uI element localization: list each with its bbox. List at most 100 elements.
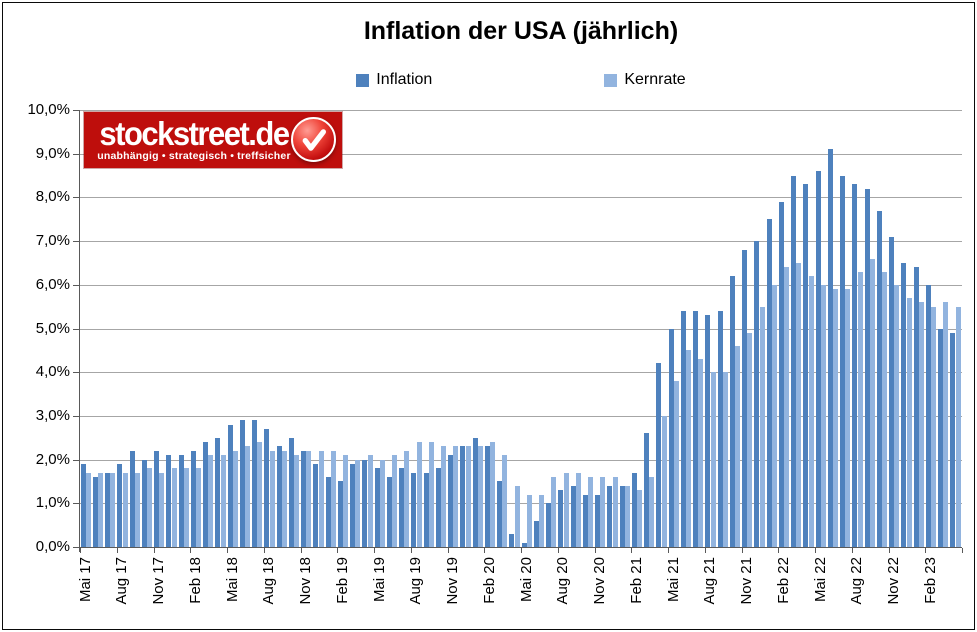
kernrate-bar bbox=[894, 284, 900, 547]
inflation-bar bbox=[399, 468, 405, 547]
kernrate-bar bbox=[661, 415, 667, 547]
kernrate-bar bbox=[281, 450, 287, 547]
kernrate-bar bbox=[379, 459, 385, 547]
y-axis-label: 8,0% bbox=[35, 188, 70, 206]
inflation-bar bbox=[374, 468, 380, 547]
logo-tagline: unabhängig • strategisch • treffsicher bbox=[97, 150, 291, 162]
gridline-9pct bbox=[80, 153, 962, 155]
kernrate-bar bbox=[575, 472, 581, 547]
kernrate-bar bbox=[833, 289, 839, 547]
x-tick bbox=[263, 548, 265, 553]
x-axis-label: Mai 17 bbox=[76, 557, 94, 603]
x-tick bbox=[227, 548, 228, 553]
x-tick bbox=[374, 548, 375, 553]
inflation-bar bbox=[582, 494, 588, 547]
inflation-bar bbox=[154, 450, 160, 547]
kernrate-bar bbox=[392, 455, 398, 547]
kernrate-bar bbox=[857, 271, 863, 547]
logo-brand: stockstreet.de bbox=[99, 114, 290, 153]
x-axis-label: Aug 21 bbox=[701, 557, 719, 605]
kernrate-bar bbox=[147, 468, 153, 547]
inflation-bar bbox=[252, 420, 258, 547]
inflation-bar bbox=[913, 267, 919, 547]
inflation-bar bbox=[80, 463, 86, 547]
x-axis-label: Aug 17 bbox=[113, 557, 131, 605]
kernrate-bar bbox=[343, 455, 349, 547]
kernrate-bar bbox=[722, 372, 728, 547]
gridline-8pct bbox=[80, 197, 962, 199]
kernrate-bar bbox=[171, 468, 177, 547]
kernrate-bar bbox=[245, 446, 251, 547]
kernrate-bar bbox=[612, 477, 618, 547]
kernrate-bar bbox=[698, 359, 704, 547]
checkmark-badge-icon bbox=[291, 117, 336, 162]
x-tick bbox=[116, 548, 118, 553]
chart-title: Inflation der USA (jährlich) bbox=[363, 17, 679, 45]
inflation-bar bbox=[435, 468, 441, 547]
inflation-bar bbox=[386, 477, 392, 547]
inflation-bar bbox=[141, 459, 147, 547]
y-axis-label: 6,0% bbox=[35, 275, 70, 293]
y-axis-label: 7,0% bbox=[35, 232, 70, 250]
x-tick bbox=[631, 548, 633, 553]
x-axis-label: Aug 22 bbox=[848, 557, 866, 605]
kernrate-bar bbox=[539, 494, 545, 547]
y-axis-label: 5,0% bbox=[35, 319, 70, 337]
x-axis-label: Mai 22 bbox=[811, 557, 829, 603]
inflation-bar bbox=[938, 328, 944, 547]
inflation-bar bbox=[889, 236, 895, 547]
x-tick bbox=[410, 548, 412, 553]
inflation-bar bbox=[350, 463, 356, 547]
y-axis-label: 9,0% bbox=[35, 144, 70, 162]
gridline-2pct bbox=[80, 459, 962, 461]
x-tick bbox=[484, 548, 486, 553]
gridline-3pct bbox=[80, 415, 962, 417]
legend-item-kernrate: Kernrate bbox=[604, 71, 686, 89]
kernrate-bar bbox=[330, 450, 336, 547]
inflation-bar bbox=[276, 446, 282, 547]
y-axis-label: 1,0% bbox=[35, 494, 70, 512]
x-axis-label: Nov 20 bbox=[591, 557, 609, 605]
x-axis-label: Aug 20 bbox=[554, 557, 572, 605]
kernrate-bar bbox=[882, 271, 888, 547]
kernrate-bar bbox=[637, 490, 643, 547]
inflation-bar bbox=[448, 455, 454, 547]
stockstreet-logo: stockstreet.de unabhängig • strategisch … bbox=[84, 112, 342, 168]
x-axis-line bbox=[73, 547, 962, 548]
inflation-bar bbox=[313, 463, 319, 547]
kernrate-bar bbox=[183, 468, 189, 547]
x-tick bbox=[190, 548, 192, 553]
y-tick bbox=[73, 110, 79, 111]
kernrate-bar bbox=[490, 442, 496, 547]
inflation-bar bbox=[803, 184, 809, 547]
x-axis-label: Mai 21 bbox=[664, 557, 682, 603]
x-axis-label: Nov 18 bbox=[297, 557, 315, 605]
kernrate-bar bbox=[220, 455, 226, 547]
inflation-bar bbox=[864, 188, 870, 547]
legend-label-inflation: Inflation bbox=[376, 71, 433, 88]
inflation-bar bbox=[239, 420, 245, 547]
kernrate-bar bbox=[673, 380, 679, 547]
kernrate-bar bbox=[796, 262, 802, 547]
y-tick bbox=[73, 153, 79, 155]
inflation-bar bbox=[178, 455, 184, 547]
kernrate-bar bbox=[477, 446, 483, 547]
y-tick bbox=[73, 415, 79, 417]
kernrate-bar bbox=[735, 345, 741, 547]
kernrate-bar bbox=[196, 468, 202, 547]
kernrate-bar bbox=[649, 477, 655, 547]
kernrate-bar bbox=[563, 472, 569, 547]
inflation-bar bbox=[827, 149, 833, 547]
inflation-bar bbox=[190, 450, 196, 547]
inflation-bar bbox=[423, 472, 429, 547]
kernrate-bar bbox=[134, 472, 140, 547]
kernrate-bar bbox=[416, 442, 422, 547]
kernrate-bar bbox=[943, 302, 949, 547]
inflation-bar bbox=[668, 328, 674, 547]
inflation-bar bbox=[301, 450, 307, 547]
kernrate-bar bbox=[918, 302, 924, 547]
x-axis-label: Nov 17 bbox=[150, 557, 168, 605]
inflation-bar bbox=[791, 175, 797, 547]
inflation-bar bbox=[337, 481, 343, 547]
